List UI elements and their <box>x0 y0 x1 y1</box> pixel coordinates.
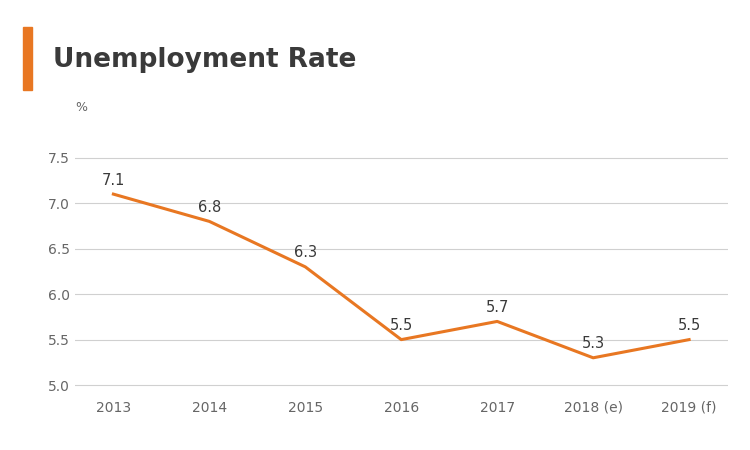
Text: 7.1: 7.1 <box>102 173 125 188</box>
Text: 5.5: 5.5 <box>390 318 412 333</box>
Text: 6.3: 6.3 <box>294 246 316 261</box>
Text: 5.7: 5.7 <box>485 300 509 315</box>
Text: 5.3: 5.3 <box>581 337 604 351</box>
Text: Unemployment Rate: Unemployment Rate <box>53 47 356 73</box>
Text: %: % <box>75 101 87 114</box>
Text: 6.8: 6.8 <box>198 200 221 215</box>
Text: 5.5: 5.5 <box>677 318 700 333</box>
